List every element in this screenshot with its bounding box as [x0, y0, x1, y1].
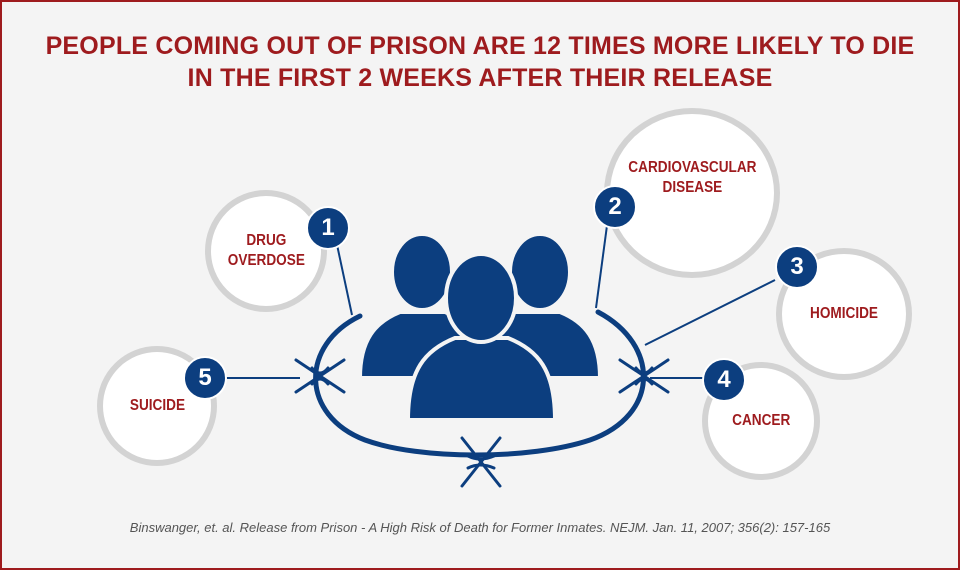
cause-number-badge-2: 2	[593, 185, 637, 229]
cause-label-5: SUICIDE	[129, 397, 185, 414]
cause-number-badge-1: 1	[306, 206, 350, 250]
cause-label-1: DRUG OVERDOSE	[227, 232, 305, 269]
barbed-wire-icon	[294, 309, 670, 488]
connector-1	[335, 239, 353, 316]
people-group-icon	[357, 232, 603, 422]
cause-label-3: HOMICIDE	[810, 305, 878, 322]
cause-bubble-drug-overdose: DRUG OVERDOSE	[205, 190, 327, 312]
source-citation: Binswanger, et. al. Release from Prison …	[129, 520, 831, 535]
cause-bubble-homicide: HOMICIDE	[776, 248, 912, 380]
infographic-title: PEOPLE COMING OUT OF PRISON ARE 12 TIMES…	[0, 30, 960, 94]
cause-number-badge-4: 4	[702, 358, 746, 402]
title-line-2: IN THE FIRST 2 WEEKS AFTER THEIR RELEASE	[187, 64, 773, 92]
cause-number-badge-3: 3	[775, 245, 819, 289]
connector-2	[595, 217, 609, 309]
cause-bubble-suicide: SUICIDE	[97, 346, 217, 466]
connector-3	[644, 279, 776, 346]
cause-label-2: CARDIOVASCULAR DISEASE	[627, 159, 757, 196]
cause-label-4: CANCER	[731, 412, 791, 429]
title-line-1: PEOPLE COMING OUT OF PRISON ARE 12 TIMES…	[45, 32, 915, 60]
cause-number-badge-5: 5	[183, 356, 227, 400]
